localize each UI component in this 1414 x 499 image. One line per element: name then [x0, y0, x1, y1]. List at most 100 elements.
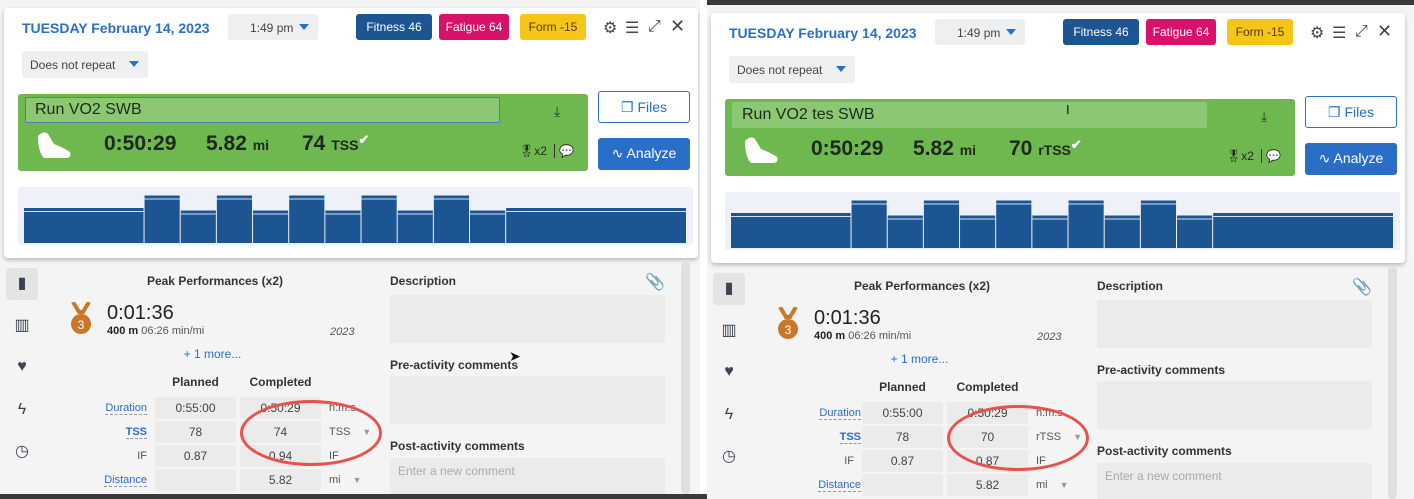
interval-bar[interactable]: [887, 215, 923, 249]
interval-bar[interactable]: [1032, 215, 1068, 249]
description-input[interactable]: [1097, 300, 1372, 348]
planned-value-input[interactable]: [155, 469, 236, 491]
row-label-link[interactable]: Duration: [819, 407, 861, 420]
paperclip-icon[interactable]: 📎: [1352, 279, 1372, 296]
post-activity-input[interactable]: Enter a new comment: [1097, 463, 1372, 499]
interval-bar[interactable]: [1104, 215, 1140, 249]
interval-bar[interactable]: [1213, 213, 1393, 248]
sidebar-lightning-icon[interactable]: ϟ: [724, 406, 734, 423]
scrollbar[interactable]: [1388, 267, 1397, 499]
interval-bar[interactable]: [851, 200, 887, 249]
workout-name-input[interactable]: Run VO2 tes SWB: [732, 102, 1207, 128]
planned-value-input[interactable]: 0.87: [862, 450, 943, 472]
interval-bar[interactable]: [433, 195, 470, 244]
row-label-link[interactable]: Distance: [104, 474, 147, 487]
tss-value: 74: [302, 132, 326, 155]
close-icon[interactable]: ✕: [1377, 21, 1393, 41]
analyze-button[interactable]: ∿ Analyze: [1305, 143, 1397, 175]
files-icon: ❐: [1327, 104, 1341, 120]
interval-bar[interactable]: [24, 208, 144, 243]
planned-value-input[interactable]: 78: [862, 426, 943, 448]
unit-label[interactable]: mi ▼: [329, 474, 362, 486]
sidebar-clock-icon[interactable]: ◷: [15, 443, 29, 460]
tss-unit: TSS: [331, 137, 359, 153]
interval-bar[interactable]: [361, 195, 397, 244]
interval-bar[interactable]: [253, 210, 289, 244]
interval-bar[interactable]: [1068, 200, 1104, 249]
paperclip-icon[interactable]: 📎: [645, 274, 665, 291]
unit-label[interactable]: mi ▼: [1036, 479, 1069, 491]
completed-value-input[interactable]: 5.82: [240, 469, 321, 491]
interval-bar[interactable]: [960, 215, 996, 249]
row-label-link[interactable]: TSS: [125, 426, 147, 439]
interval-bar[interactable]: [144, 195, 180, 244]
gear-icon[interactable]: ⚙: [603, 20, 618, 37]
interval-bar[interactable]: [216, 195, 253, 244]
interval-bar[interactable]: [289, 195, 325, 244]
interval-bar[interactable]: [506, 208, 686, 243]
sidebar-chart-icon[interactable]: ▥: [14, 317, 30, 334]
comments-icon[interactable]: 💬: [1266, 149, 1282, 163]
planned-value-input[interactable]: 0:55:00: [862, 402, 943, 424]
scrollbar[interactable]: [681, 262, 690, 494]
expand-icon[interactable]: ⤢: [648, 18, 661, 35]
chevron-down-icon[interactable]: ▼: [1059, 480, 1069, 490]
completed-value-input[interactable]: 5.82: [947, 474, 1028, 496]
files-button[interactable]: ❐ Files: [1305, 96, 1397, 128]
interval-bar[interactable]: [1177, 215, 1213, 249]
interval-target-line: [887, 218, 923, 220]
workout-date[interactable]: TUESDAY February 14, 2023: [729, 25, 917, 41]
comments-icon[interactable]: 💬: [559, 144, 575, 158]
workout-date[interactable]: TUESDAY February 14, 2023: [22, 20, 210, 36]
planned-value-input[interactable]: 0:55:00: [155, 397, 236, 419]
menu-icon[interactable]: ☰: [1332, 25, 1347, 42]
download-icon[interactable]: ⤓: [1261, 108, 1268, 124]
row-label-link[interactable]: Distance: [818, 479, 861, 492]
interval-bar[interactable]: [470, 210, 506, 244]
interval-bar[interactable]: [180, 210, 216, 244]
sidebar-summary-icon[interactable]: ▮: [6, 268, 38, 300]
repeat-dropdown[interactable]: Does not repeat: [729, 56, 855, 83]
description-input[interactable]: [390, 295, 665, 343]
pre-activity-input[interactable]: [1097, 381, 1372, 429]
row-label-link[interactable]: TSS: [839, 431, 861, 444]
interval-bar[interactable]: [397, 210, 433, 244]
repeat-dropdown[interactable]: Does not repeat: [22, 51, 148, 78]
sidebar-lightning-icon[interactable]: ϟ: [17, 401, 27, 418]
row-label-link[interactable]: Duration: [105, 402, 147, 415]
gear-icon[interactable]: ⚙: [1310, 25, 1325, 42]
chevron-down-icon[interactable]: ▼: [352, 475, 362, 485]
interval-bar[interactable]: [996, 200, 1032, 249]
more-peaks-link[interactable]: + 1 more...: [183, 347, 242, 361]
files-button[interactable]: ❐ Files: [598, 91, 690, 123]
close-icon[interactable]: ✕: [670, 16, 686, 36]
planned-value-input[interactable]: 78: [155, 421, 236, 443]
sidebar-chart-icon[interactable]: ▥: [721, 322, 737, 339]
more-peaks-link[interactable]: + 1 more...: [890, 352, 949, 366]
fatigue-badge: Fatigue 64: [439, 14, 509, 40]
menu-icon[interactable]: ☰: [625, 20, 640, 37]
mouse-cursor-icon: ➤: [509, 348, 521, 364]
interval-target-line: [325, 213, 361, 215]
time-dropdown[interactable]: 1:49 pm: [228, 14, 318, 40]
post-activity-input[interactable]: Enter a new comment: [390, 458, 665, 494]
time-value: 1:49 pm: [957, 26, 1001, 40]
planned-value-input[interactable]: [862, 474, 943, 496]
planned-value-input[interactable]: 0.87: [155, 445, 236, 467]
analyze-button[interactable]: ∿ Analyze: [598, 138, 690, 170]
expand-icon[interactable]: ⤢: [1355, 23, 1368, 40]
interval-bar[interactable]: [923, 200, 960, 249]
medals-indicator[interactable]: 🎖x2 💬: [1226, 149, 1281, 163]
sidebar-summary-icon[interactable]: ▮: [713, 273, 745, 305]
interval-bar[interactable]: [731, 213, 851, 248]
sidebar-heart-icon[interactable]: ♥: [724, 363, 734, 380]
sidebar-heart-icon[interactable]: ♥: [17, 358, 27, 375]
sidebar-clock-icon[interactable]: ◷: [722, 448, 736, 465]
interval-bar[interactable]: [1140, 200, 1177, 249]
time-dropdown[interactable]: 1:49 pm: [935, 19, 1025, 45]
interval-bar[interactable]: [325, 210, 361, 244]
medals-indicator[interactable]: 🎖x2 💬: [519, 144, 574, 158]
workout-name-input[interactable]: Run VO2 SWB: [25, 97, 500, 123]
pre-activity-input[interactable]: [390, 376, 665, 424]
download-icon[interactable]: ⤓: [554, 103, 561, 119]
